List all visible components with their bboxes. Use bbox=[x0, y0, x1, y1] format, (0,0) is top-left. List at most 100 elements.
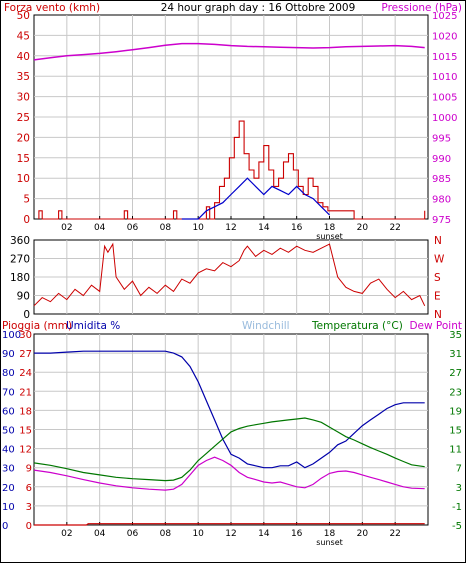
temperature-ytick-label: -5 bbox=[452, 521, 462, 532]
rain-axis-label: Pioggia (mm) bbox=[2, 320, 72, 332]
direction-ytick-label: 90 bbox=[17, 291, 30, 303]
temperature-ytick-label: 23 bbox=[449, 387, 462, 398]
wind-ytick-label: 30 bbox=[17, 92, 30, 104]
pressure-ytick-label: 995 bbox=[432, 133, 451, 144]
temp-xtick-label: 20 bbox=[357, 529, 369, 539]
pressure-ytick-label: 990 bbox=[432, 154, 451, 165]
rain-ytick-label: 18 bbox=[19, 406, 32, 417]
pressure-ytick-label: 975 bbox=[432, 215, 451, 226]
humidity-line bbox=[34, 350, 425, 469]
compass-label: N bbox=[434, 235, 442, 247]
wind-xtick-label: 22 bbox=[389, 223, 400, 233]
rain-ytick-label: 21 bbox=[19, 387, 32, 398]
avg-wind-line bbox=[181, 177, 330, 220]
temperature-ytick-label: 15 bbox=[449, 426, 462, 437]
temperature-ytick-label: 31 bbox=[449, 349, 462, 360]
temp-xtick-label: 12 bbox=[225, 529, 236, 539]
pressure-ytick-label: 1005 bbox=[432, 93, 457, 104]
rain-humidity-temp-panel: 0 3 6 9 12 15 18 21 24 27 30 0 10 20 30 40 50 60 70 80 90 10… bbox=[2, 330, 462, 547]
rain-ytick-label: 24 bbox=[19, 368, 32, 379]
wind-xtick-label: 08 bbox=[160, 223, 172, 233]
temp-xtick-label: 22 bbox=[389, 529, 400, 539]
humidity-axis-label: Umidita % bbox=[66, 320, 120, 332]
wind-xtick-label: 02 bbox=[61, 223, 72, 233]
rain-ytick-label: 30 bbox=[19, 330, 32, 341]
wind-xtick-label: 06 bbox=[127, 223, 139, 233]
temperature-ytick-label: -1 bbox=[452, 502, 462, 513]
wind-ytick-label: 20 bbox=[17, 132, 30, 144]
temp-xtick-label: 14 bbox=[258, 529, 270, 539]
wind-xtick-label: 12 bbox=[225, 223, 236, 233]
pressure-ytick-label: 1020 bbox=[432, 31, 457, 42]
wind-xtick-label: 04 bbox=[94, 223, 106, 233]
chart-title: 24 hour graph day : 16 Ottobre 2009 bbox=[161, 2, 356, 14]
temperature-ytick-label: 27 bbox=[449, 368, 462, 379]
temperature-line bbox=[33, 417, 425, 482]
sunset-marker-temp: sunset bbox=[316, 538, 343, 547]
temperature-ytick-label: 7 bbox=[456, 464, 462, 475]
rain-ytick-label: 0 bbox=[26, 521, 32, 532]
temperature-ytick-label: 11 bbox=[449, 445, 462, 456]
wind-direction-line bbox=[33, 242, 426, 307]
humidity-ytick-label: 100 bbox=[2, 330, 21, 341]
humidity-ytick-label: 90 bbox=[2, 349, 15, 360]
wind-ytick-label: 50 bbox=[17, 10, 30, 22]
direction-ytick-label: 270 bbox=[10, 254, 30, 266]
direction-ytick-label: 360 bbox=[10, 235, 30, 247]
pressure-line bbox=[33, 42, 425, 61]
wind-xtick-label: 18 bbox=[324, 223, 336, 233]
temperature-ytick-label: 3 bbox=[456, 483, 462, 494]
humidity-ytick-label: 70 bbox=[2, 387, 15, 398]
wind-axis-label: Forza vento (kmh) bbox=[4, 2, 100, 14]
humidity-ytick-label: 30 bbox=[2, 464, 15, 475]
humidity-ytick-label: 10 bbox=[2, 502, 15, 513]
temp-xtick-label: 18 bbox=[324, 529, 336, 539]
temperature-ytick-label: 19 bbox=[449, 406, 462, 417]
compass-label: W bbox=[434, 254, 445, 266]
direction-ytick-label: 0 bbox=[23, 309, 30, 321]
pressure-ytick-label: 1000 bbox=[432, 113, 457, 124]
pressure-ytick-label: 1015 bbox=[432, 52, 457, 63]
temp-xtick-label: 16 bbox=[291, 529, 303, 539]
direction-ytick-label: 180 bbox=[10, 272, 30, 284]
wind-xtick-label: 14 bbox=[258, 223, 270, 233]
wind-gust-line bbox=[38, 120, 426, 220]
wind-xtick-label: 16 bbox=[291, 223, 303, 233]
temp-xtick-label: 02 bbox=[61, 529, 72, 539]
compass-label: S bbox=[434, 272, 441, 284]
wind-xtick-label: 10 bbox=[192, 223, 204, 233]
sunset-marker-wind: sunset bbox=[316, 232, 343, 241]
pressure-ytick-label: 1025 bbox=[432, 11, 457, 22]
humidity-ytick-label: 40 bbox=[2, 445, 15, 456]
dewpoint-label: Dew Point bbox=[409, 320, 462, 332]
rain-ytick-label: 6 bbox=[26, 483, 32, 494]
wind-ytick-label: 45 bbox=[17, 30, 30, 42]
temp-xtick-label: 08 bbox=[160, 529, 172, 539]
temperature-ytick-label: 35 bbox=[449, 330, 462, 341]
windchill-label: Windchill bbox=[242, 320, 290, 332]
pressure-axis-label: Pressione (hPa) bbox=[381, 2, 462, 14]
rain-ytick-label: 12 bbox=[19, 445, 32, 456]
wind-ytick-label: 5 bbox=[23, 194, 30, 206]
wind-xtick-label: 20 bbox=[357, 223, 369, 233]
dewpoint-line bbox=[33, 456, 425, 491]
humidity-ytick-label: 80 bbox=[2, 368, 15, 379]
rain-ytick-label: 27 bbox=[19, 349, 32, 360]
rain-line bbox=[34, 523, 425, 526]
humidity-ytick-label: 20 bbox=[2, 483, 15, 494]
humidity-ytick-label: 60 bbox=[2, 406, 15, 417]
wind-ytick-label: 25 bbox=[17, 112, 30, 124]
wind-ytick-label: 15 bbox=[17, 153, 30, 165]
rain-ytick-label: 9 bbox=[26, 464, 32, 475]
rain-ytick-label: 15 bbox=[19, 426, 32, 437]
temp-xtick-label: 04 bbox=[94, 529, 106, 539]
compass-label: E bbox=[434, 291, 441, 303]
temp-xtick-label: 10 bbox=[192, 529, 204, 539]
humidity-ytick-label: 50 bbox=[2, 426, 15, 437]
rain-ytick-label: 3 bbox=[26, 502, 32, 513]
